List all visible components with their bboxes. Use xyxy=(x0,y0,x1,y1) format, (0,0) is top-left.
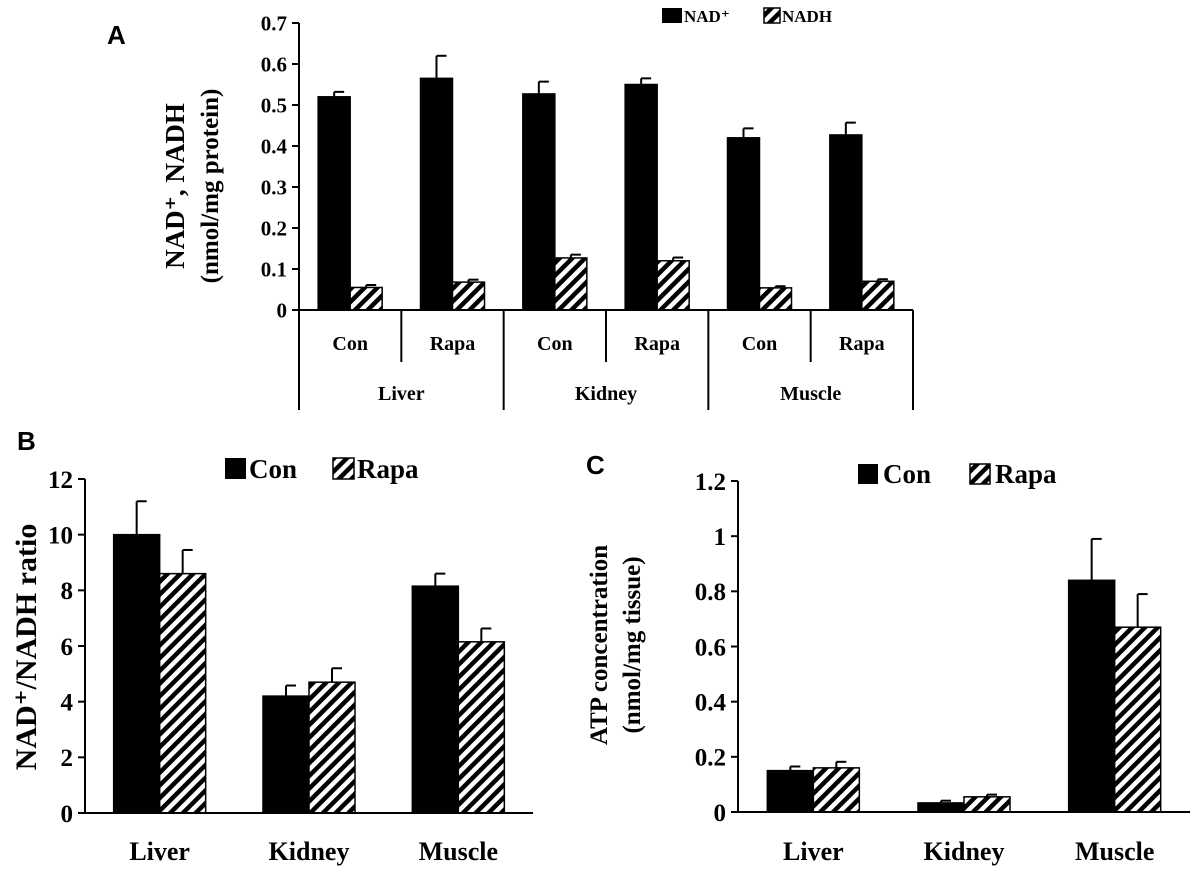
bar-nad-con xyxy=(522,93,556,311)
bar-nad-rapa xyxy=(624,83,658,311)
y-tick-label: 0.2 xyxy=(261,216,287,240)
bar-nad-rapa xyxy=(829,134,863,311)
panel-letter-a: A xyxy=(107,20,126,50)
bar-rapa-kidney xyxy=(308,681,356,814)
bar-con-kidney xyxy=(262,695,310,814)
bar-nad-con xyxy=(317,96,351,311)
x-group-label-kidney: Kidney xyxy=(575,383,637,405)
legend-swatch-con xyxy=(858,464,878,484)
bar-rapa-muscle xyxy=(457,641,506,814)
y-tick-label: 0.3 xyxy=(261,175,287,199)
x-category-label-muscle: Muscle xyxy=(1075,837,1154,866)
panel-a-ylabel-line2: (nmol/mg protein) xyxy=(197,89,224,284)
y-tick-label: 1.2 xyxy=(695,469,726,496)
y-tick-label: 0.6 xyxy=(261,52,287,76)
bar-rapa-liver xyxy=(812,767,861,813)
panel-a-legend: NAD⁺ NADH xyxy=(662,7,832,26)
bar-nad-rapa xyxy=(419,77,454,311)
y-tick-label: 2 xyxy=(61,745,74,772)
panel-c-ylabel-line2: (nmol/mg tissue) xyxy=(619,556,646,733)
bar-nadh-rapa xyxy=(656,260,690,311)
x-category-label-kidney: Kidney xyxy=(269,837,350,866)
legend-label-nadh: NADH xyxy=(782,7,832,26)
panel-a-ylabel-line1: NAD⁺, NADH xyxy=(160,103,190,269)
y-tick-label: 6 xyxy=(61,634,74,661)
bar-con-muscle xyxy=(1067,579,1116,813)
legend-label-con: Con xyxy=(249,454,297,484)
panel-a-chart: 0 0.1 0.2 0.3 0.4 0.5 0.6 0.7 Con Rapa Con Rapa Con R… xyxy=(160,7,914,410)
y-tick-label: 1 xyxy=(714,524,727,551)
y-tick-label: 12 xyxy=(48,467,73,494)
y-tick-label: 0.4 xyxy=(695,689,727,716)
legend-swatch-rapa xyxy=(332,457,355,480)
panel-letter-b: B xyxy=(17,426,36,456)
bar-rapa-kidney xyxy=(963,796,1011,813)
legend-swatch-con xyxy=(225,458,246,479)
x-category-label-con: Con xyxy=(332,333,368,355)
legend-label-nad: NAD⁺ xyxy=(684,7,730,26)
x-group-label-liver: Liver xyxy=(378,383,425,405)
x-category-label-kidney: Kidney xyxy=(924,837,1005,866)
legend-swatch-nad xyxy=(662,8,682,23)
y-tick-label: 0 xyxy=(61,801,74,828)
bar-nadh-con xyxy=(554,257,588,311)
panel-b-chart: 0 2 4 6 8 10 12 Liver Kidney Muscle NAD⁺/NADH rat… xyxy=(10,454,533,866)
y-tick-label: 8 xyxy=(61,578,74,605)
bar-con-liver xyxy=(112,533,161,814)
x-category-label-rapa: Rapa xyxy=(430,333,476,355)
x-category-label-con: Con xyxy=(742,333,778,355)
bar-rapa-muscle xyxy=(1113,626,1162,813)
bar-rapa-liver xyxy=(158,572,207,814)
legend-label-rapa: Rapa xyxy=(995,459,1057,489)
y-tick-label: 0.8 xyxy=(695,579,726,606)
x-group-label-muscle: Muscle xyxy=(780,383,841,405)
bar-nadh-con xyxy=(758,287,793,311)
y-tick-label: 0.2 xyxy=(695,745,726,772)
panel-b-ylabel: NAD⁺/NADH ratio xyxy=(10,524,43,771)
bar-con-liver xyxy=(766,769,815,813)
bar-con-kidney xyxy=(917,802,965,813)
legend-label-rapa: Rapa xyxy=(357,454,419,484)
y-tick-label: 0 xyxy=(277,298,288,322)
y-tick-label: 0.6 xyxy=(695,634,726,661)
y-tick-label: 4 xyxy=(61,689,74,716)
y-tick-label: 0.5 xyxy=(261,93,287,117)
bar-nadh-rapa xyxy=(451,281,486,311)
bar-nad-con xyxy=(726,137,761,311)
panel-letter-c: C xyxy=(586,450,605,480)
y-tick-label: 10 xyxy=(48,522,73,549)
bar-nadh-rapa xyxy=(861,280,895,311)
y-tick-label: 0.4 xyxy=(261,134,288,158)
x-category-label-muscle: Muscle xyxy=(419,837,498,866)
legend-swatch-rapa xyxy=(969,463,991,485)
x-category-label-con: Con xyxy=(537,333,573,355)
y-tick-label: 0.1 xyxy=(261,257,287,281)
panel-c-chart: 0 0.2 0.4 0.6 0.8 1 1.2 Liver Kidney Muscle ATP c… xyxy=(586,459,1190,866)
x-category-label-liver: Liver xyxy=(783,837,844,866)
x-category-label-liver: Liver xyxy=(129,837,190,866)
y-tick-label: 0 xyxy=(714,800,727,827)
y-tick-label: 0.7 xyxy=(261,11,287,35)
legend-swatch-nadh xyxy=(763,7,781,24)
bar-nadh-con xyxy=(349,286,383,311)
bar-con-muscle xyxy=(411,585,460,814)
panel-b-legend: Con Rapa xyxy=(225,454,419,484)
legend-label-con: Con xyxy=(883,459,931,489)
panel-c-legend: Con Rapa xyxy=(858,459,1057,489)
x-category-label-rapa: Rapa xyxy=(839,333,885,355)
panel-c-ylabel-line1: ATP concentration xyxy=(586,545,613,745)
x-category-label-rapa: Rapa xyxy=(634,333,680,355)
